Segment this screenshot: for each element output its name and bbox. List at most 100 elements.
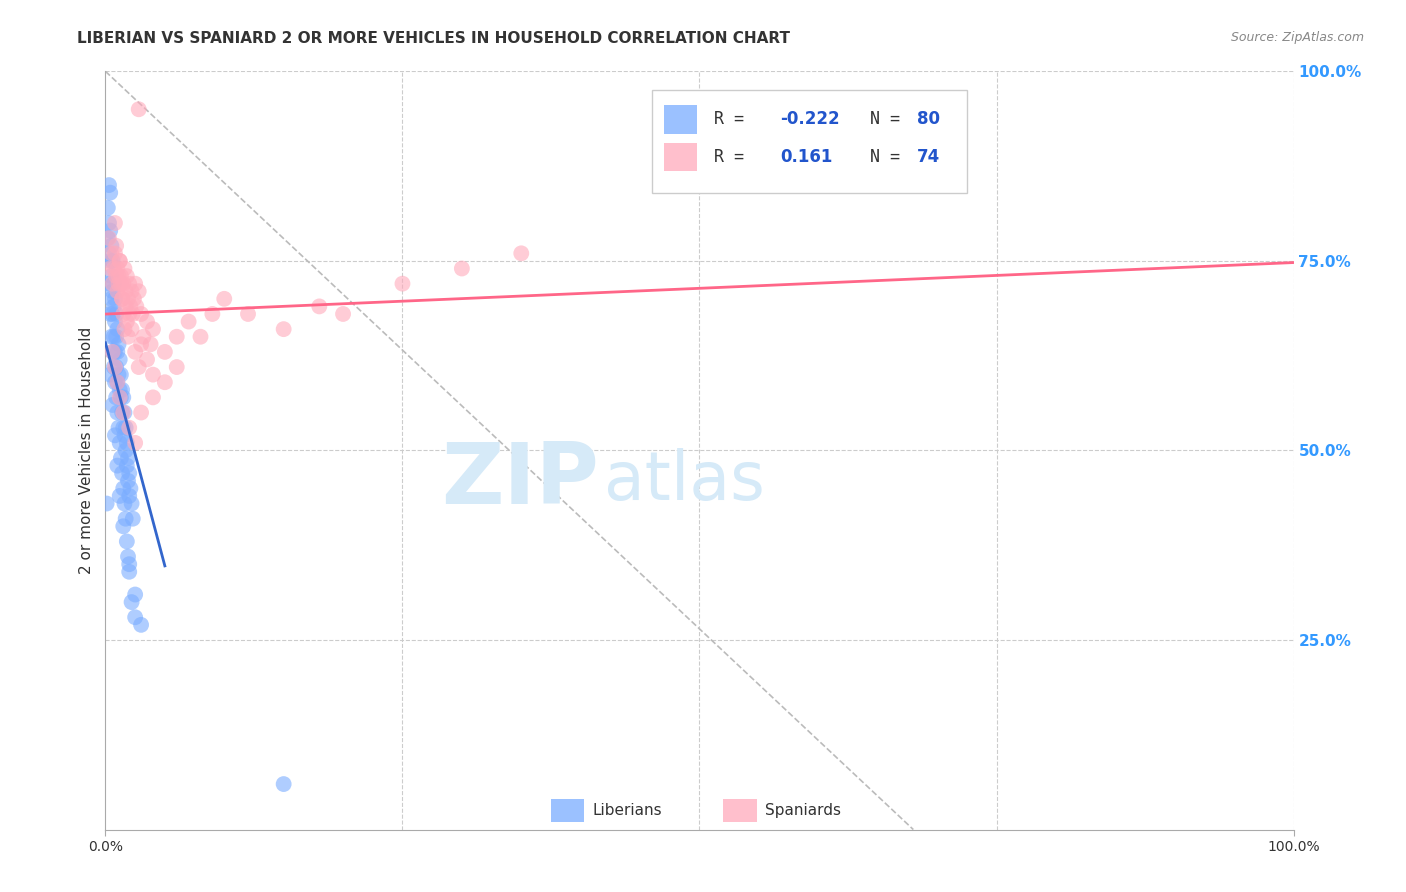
Point xyxy=(114,285,136,299)
Point xyxy=(114,300,136,314)
Point xyxy=(125,300,148,314)
Point xyxy=(166,359,188,375)
Point xyxy=(129,337,152,351)
Point xyxy=(111,467,134,481)
Point xyxy=(450,261,472,276)
Text: R =: R = xyxy=(714,148,763,166)
Text: Source: ZipAtlas.com: Source: ZipAtlas.com xyxy=(1230,31,1364,45)
Text: N =: N = xyxy=(851,110,910,128)
Point xyxy=(112,307,135,321)
Bar xyxy=(723,799,756,822)
Point xyxy=(153,376,176,390)
Point xyxy=(105,458,128,473)
Point xyxy=(112,519,135,533)
Text: LIBERIAN VS SPANIARD 2 OR MORE VEHICLES IN HOUSEHOLD CORRELATION CHART: LIBERIAN VS SPANIARD 2 OR MORE VEHICLES … xyxy=(77,31,790,46)
Point xyxy=(118,277,141,291)
Point xyxy=(118,557,141,572)
Point xyxy=(114,322,136,336)
Point xyxy=(107,368,129,382)
Point xyxy=(101,398,124,412)
Point xyxy=(104,344,127,359)
Point xyxy=(114,421,136,435)
Point xyxy=(121,595,143,609)
Point xyxy=(103,359,125,375)
Point xyxy=(101,253,124,268)
Point xyxy=(236,307,259,321)
Point xyxy=(114,496,136,510)
Point xyxy=(101,344,124,359)
Point xyxy=(121,322,143,336)
Point xyxy=(112,277,135,291)
Point xyxy=(101,344,124,359)
Bar xyxy=(664,104,697,134)
Point xyxy=(107,337,129,351)
Text: atlas: atlas xyxy=(605,448,765,514)
Point xyxy=(139,337,162,351)
Point xyxy=(98,216,121,230)
Point xyxy=(108,391,131,405)
Bar xyxy=(664,143,697,171)
Point xyxy=(115,314,138,328)
Point xyxy=(98,368,121,382)
Point xyxy=(128,103,150,117)
Point xyxy=(103,277,125,291)
Point xyxy=(100,238,122,253)
Point xyxy=(122,292,145,306)
Point xyxy=(100,269,122,284)
Point xyxy=(190,330,212,344)
Point xyxy=(97,201,120,215)
Point xyxy=(112,391,135,405)
Point xyxy=(132,330,155,344)
Point xyxy=(104,246,127,260)
Point xyxy=(118,565,141,579)
Point xyxy=(124,588,146,602)
Point xyxy=(129,405,152,420)
Point xyxy=(104,314,127,328)
Point xyxy=(108,383,131,397)
Point xyxy=(108,253,131,268)
Point xyxy=(112,405,135,420)
Point xyxy=(114,405,136,420)
Point xyxy=(129,307,152,321)
Point xyxy=(115,534,138,549)
Text: ZIP: ZIP xyxy=(440,439,599,523)
Point xyxy=(273,322,295,336)
Point xyxy=(96,496,118,510)
Point xyxy=(105,307,128,321)
Point xyxy=(103,330,125,344)
Point xyxy=(98,307,121,321)
Point xyxy=(104,428,127,442)
Point xyxy=(105,330,128,344)
Point xyxy=(105,344,128,359)
Point xyxy=(98,223,121,237)
Point xyxy=(510,246,533,260)
Point xyxy=(114,428,136,442)
Point xyxy=(201,307,224,321)
Text: 74: 74 xyxy=(917,148,941,166)
Point xyxy=(111,383,134,397)
Point xyxy=(105,376,128,390)
Point xyxy=(103,261,125,276)
Point xyxy=(105,269,128,284)
Point xyxy=(111,292,134,306)
Point xyxy=(214,292,236,306)
Point xyxy=(111,292,134,306)
Point xyxy=(105,285,128,299)
Point xyxy=(107,269,129,284)
Point xyxy=(153,344,176,359)
Point xyxy=(142,322,165,336)
Point xyxy=(115,269,138,284)
Point xyxy=(128,359,150,375)
Point xyxy=(114,443,136,458)
Point xyxy=(98,186,121,200)
Point xyxy=(117,474,139,488)
Point xyxy=(121,512,143,526)
Point xyxy=(105,376,128,390)
Point xyxy=(98,178,121,193)
Text: -0.222: -0.222 xyxy=(780,110,839,128)
Text: Spaniards: Spaniards xyxy=(765,803,841,818)
Point xyxy=(120,300,142,314)
Point xyxy=(104,376,127,390)
Point xyxy=(111,405,134,420)
Point xyxy=(391,277,413,291)
